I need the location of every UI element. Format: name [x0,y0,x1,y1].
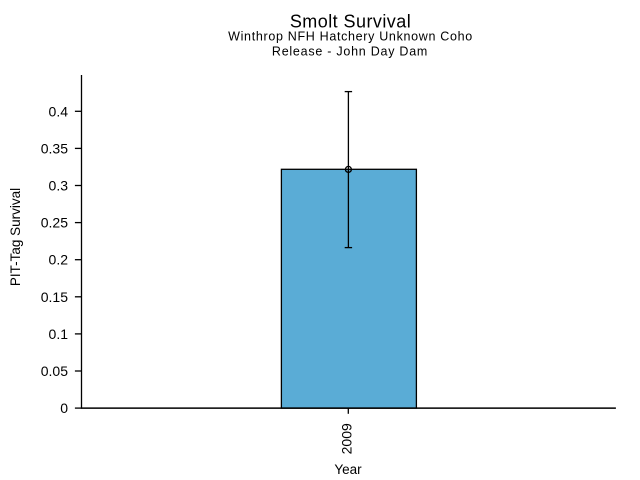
svg-text:0.25: 0.25 [41,215,68,231]
svg-text:0.15: 0.15 [41,289,68,305]
svg-text:Release - John Day Dam: Release - John Day Dam [272,45,428,59]
svg-text:Smolt Survival: Smolt Survival [290,12,411,32]
svg-text:0.4: 0.4 [49,103,69,119]
svg-text:PIT-Tag Survival: PIT-Tag Survival [8,188,23,286]
svg-text:0.3: 0.3 [49,178,69,194]
svg-text:Winthrop NFH Hatchery Unknown: Winthrop NFH Hatchery Unknown Coho [228,30,473,44]
svg-text:Year: Year [334,462,362,477]
svg-text:0: 0 [60,400,68,416]
svg-text:0.2: 0.2 [49,252,69,268]
svg-text:0.05: 0.05 [41,363,68,379]
svg-text:2009: 2009 [339,423,355,454]
svg-text:0.35: 0.35 [41,140,68,156]
svg-text:0.1: 0.1 [49,326,69,342]
